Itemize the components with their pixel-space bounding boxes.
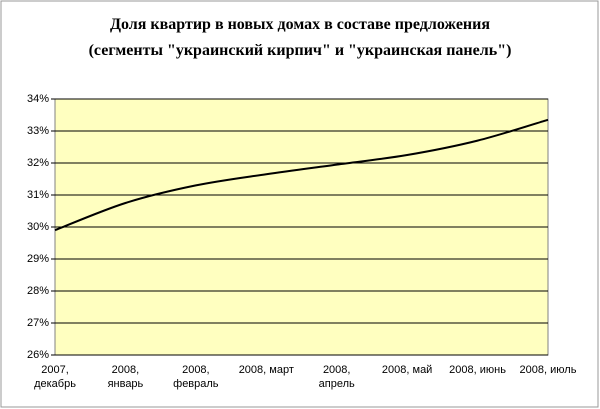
x-tick-label: 2008, июнь [449, 364, 506, 376]
chart-title: Доля квартир в новых домах в составе пре… [109, 16, 491, 33]
x-tick-label: 2008, март [238, 364, 294, 376]
y-tick-label: 32% [27, 157, 49, 169]
chart-subtitle: (сегменты "украинский кирпич" и "украинс… [88, 42, 512, 59]
y-tick-label: 34% [27, 93, 49, 105]
y-tick-label: 28% [27, 285, 49, 297]
y-tick-label: 27% [27, 317, 49, 329]
y-tick-label: 31% [27, 189, 49, 201]
y-tick-label: 33% [27, 125, 49, 137]
x-tick-label: 2008, май [381, 364, 433, 376]
x-tick-label: 2008, апрель [318, 364, 355, 390]
y-tick-label: 30% [27, 221, 49, 233]
x-tick-label: 2008, февраль [173, 364, 219, 390]
y-tick-label: 29% [27, 253, 49, 265]
x-tick-label: 2008, январь [107, 364, 144, 390]
y-tick-label: 26% [27, 349, 49, 361]
x-tick-label: 2007, декабрь [34, 364, 76, 390]
line [54, 118, 549, 232]
x-tick-label: 2008, июль [519, 364, 577, 376]
